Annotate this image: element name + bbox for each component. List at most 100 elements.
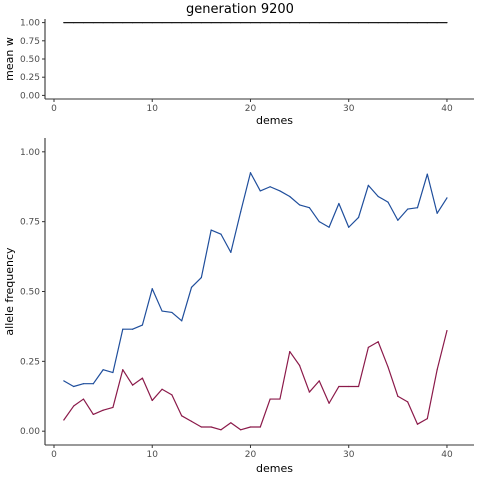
x-tick-label: 0 bbox=[51, 104, 57, 114]
data-point bbox=[357, 216, 360, 219]
data-point bbox=[397, 22, 399, 24]
data-point bbox=[161, 388, 163, 390]
data-point bbox=[181, 22, 183, 24]
data-point bbox=[387, 201, 389, 203]
data-point bbox=[446, 197, 448, 199]
data-point bbox=[436, 212, 438, 214]
data-point bbox=[92, 383, 94, 385]
data-point bbox=[279, 190, 281, 192]
data-point bbox=[220, 429, 222, 431]
data-point bbox=[171, 394, 173, 396]
data-point bbox=[387, 22, 389, 24]
data-point bbox=[122, 328, 124, 330]
data-point bbox=[73, 385, 75, 388]
data-point bbox=[141, 377, 144, 379]
x-tick-label: 0 bbox=[51, 450, 57, 460]
data-point bbox=[328, 402, 330, 404]
data-point bbox=[298, 364, 301, 367]
y-tick-label: 0.25 bbox=[20, 73, 40, 83]
data-point bbox=[426, 418, 428, 420]
y-tick-label: 0.75 bbox=[20, 37, 40, 47]
data-point bbox=[348, 385, 350, 388]
data-point bbox=[82, 22, 85, 24]
data-point bbox=[367, 184, 369, 186]
data-point bbox=[122, 22, 124, 24]
data-point bbox=[348, 226, 350, 228]
data-point bbox=[318, 22, 320, 24]
x-tick-label: 10 bbox=[147, 104, 159, 114]
data-point bbox=[308, 207, 311, 209]
data-point bbox=[397, 219, 399, 221]
y-axis-title: mean w bbox=[3, 37, 16, 81]
data-point bbox=[240, 211, 242, 213]
data-point bbox=[269, 186, 271, 188]
data-point bbox=[298, 204, 301, 206]
y-tick-label: 0.50 bbox=[20, 288, 40, 298]
data-point bbox=[240, 429, 242, 431]
data-point bbox=[210, 229, 212, 231]
x-tick-label: 40 bbox=[441, 450, 453, 460]
data-point bbox=[328, 226, 330, 228]
data-point bbox=[190, 286, 193, 288]
x-axis-title: demes bbox=[256, 114, 293, 127]
data-point bbox=[397, 395, 399, 397]
y-axis-title: allele frequency bbox=[3, 247, 16, 336]
data-point bbox=[249, 426, 252, 428]
data-point bbox=[279, 22, 281, 24]
data-point bbox=[190, 22, 193, 24]
data-point bbox=[249, 172, 252, 174]
data-point bbox=[279, 398, 281, 400]
data-point bbox=[102, 369, 104, 371]
data-point bbox=[338, 385, 340, 388]
data-point bbox=[210, 22, 212, 24]
data-point bbox=[357, 22, 360, 24]
data-point bbox=[436, 369, 438, 371]
data-point bbox=[102, 22, 104, 24]
data-point bbox=[367, 22, 369, 24]
data-point bbox=[82, 398, 85, 400]
data-point bbox=[308, 391, 311, 393]
data-point bbox=[230, 22, 232, 24]
data-point bbox=[259, 22, 261, 24]
data-point bbox=[181, 415, 183, 417]
data-point bbox=[63, 419, 65, 421]
data-point bbox=[220, 233, 222, 235]
data-point bbox=[73, 22, 75, 24]
allele-frequency-panel: 0 10 20 30 40 0.00 0.25 0.50 0.75 1.00 demes allele… bbox=[3, 138, 474, 475]
x-tick-label: 30 bbox=[343, 450, 355, 460]
series-line-1 bbox=[63, 172, 448, 388]
data-point bbox=[230, 251, 232, 253]
data-point bbox=[446, 330, 448, 332]
data-point bbox=[338, 202, 340, 205]
data-point bbox=[220, 22, 222, 24]
data-point bbox=[141, 324, 144, 326]
data-point bbox=[200, 22, 202, 24]
data-point bbox=[259, 426, 261, 428]
data-point bbox=[377, 22, 379, 24]
data-point bbox=[289, 22, 291, 24]
data-point bbox=[318, 221, 320, 223]
data-point bbox=[230, 422, 232, 424]
data-point bbox=[112, 406, 114, 409]
data-point bbox=[416, 423, 419, 425]
data-point bbox=[131, 384, 134, 386]
y-tick-label: 0.75 bbox=[20, 218, 40, 228]
data-point bbox=[151, 22, 153, 24]
data-point bbox=[407, 401, 409, 403]
data-point bbox=[171, 311, 173, 314]
data-point bbox=[73, 405, 75, 407]
data-point bbox=[200, 276, 202, 279]
data-point bbox=[102, 409, 104, 411]
data-point bbox=[328, 22, 330, 24]
data-point bbox=[131, 22, 134, 24]
data-point bbox=[338, 22, 340, 24]
y-tick-label: 0.00 bbox=[20, 427, 40, 437]
data-point bbox=[161, 310, 163, 312]
data-point bbox=[63, 380, 65, 382]
data-point bbox=[131, 328, 134, 330]
data-point bbox=[122, 369, 124, 371]
data-point bbox=[377, 341, 379, 343]
x-axis-title: demes bbox=[256, 462, 293, 475]
data-point bbox=[426, 22, 428, 24]
